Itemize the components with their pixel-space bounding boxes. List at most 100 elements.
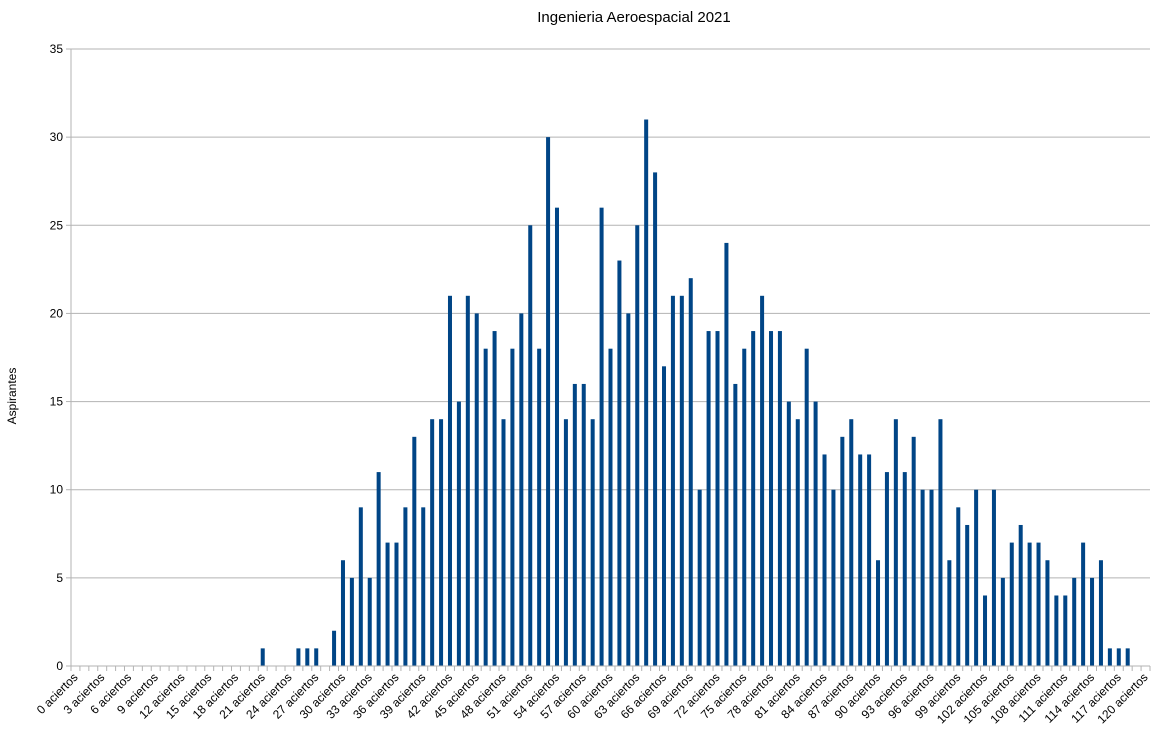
bar: [822, 454, 827, 666]
bar: [599, 207, 604, 666]
bar: [662, 366, 667, 666]
y-tick-label: 20: [50, 306, 64, 320]
bar: [296, 648, 301, 666]
bar: [474, 313, 479, 666]
bar: [956, 507, 961, 666]
bar: [260, 648, 265, 666]
bar: [697, 489, 702, 666]
bar: [492, 331, 497, 666]
bar: [1072, 577, 1077, 666]
bar: [644, 119, 649, 666]
bar: [537, 348, 542, 666]
bar: [893, 419, 898, 666]
bar: [733, 383, 738, 666]
bar: [385, 542, 390, 666]
bar: [867, 454, 872, 666]
bars: [260, 119, 1130, 667]
bar: [1054, 595, 1059, 666]
bar: [679, 295, 684, 666]
y-axis-label: Aspirantes: [5, 368, 19, 425]
y-axis-ticks: 0 5 10 15 20 25 30 35: [50, 42, 71, 673]
chart-title: Ingenieria Aeroespacial 2021: [537, 9, 730, 26]
bar: [884, 472, 889, 666]
bar: [349, 577, 354, 666]
bar: [519, 313, 524, 666]
bar: [1036, 542, 1041, 666]
bar: [991, 489, 996, 666]
bar: [483, 348, 488, 666]
bar: [795, 419, 800, 666]
bar: [439, 419, 444, 666]
bar: [1081, 542, 1086, 666]
y-tick-label: 30: [50, 130, 64, 144]
bar: [911, 436, 916, 666]
bar: [902, 472, 907, 666]
bar: [1000, 577, 1005, 666]
bar: [412, 436, 417, 666]
bar: [688, 278, 693, 666]
bar: [965, 524, 970, 666]
bar: [670, 295, 675, 666]
bar: [510, 348, 515, 666]
bar: [430, 419, 435, 666]
bar: [528, 225, 533, 667]
bar: [706, 331, 711, 666]
bar: [305, 648, 310, 666]
bar: [340, 560, 345, 666]
bar: [760, 295, 765, 666]
bar: [831, 489, 836, 666]
bar: [974, 489, 979, 666]
bar: [715, 331, 720, 666]
bar: [456, 401, 461, 666]
bar: [840, 436, 845, 666]
bar: [546, 137, 551, 666]
y-tick-label: 10: [50, 483, 64, 497]
bar: [724, 242, 729, 666]
bar: [563, 419, 568, 666]
bar: [929, 489, 934, 666]
bar: [1098, 560, 1103, 666]
bar: [920, 489, 925, 666]
bar: [394, 542, 399, 666]
bar: [1116, 648, 1121, 666]
bar: [1090, 577, 1095, 666]
bar: [1107, 648, 1112, 666]
bar: [1045, 560, 1050, 666]
bar: [813, 401, 818, 666]
bar: [572, 383, 577, 666]
bar: [751, 331, 756, 666]
bar: [617, 260, 622, 666]
bar: [358, 507, 363, 666]
bar: [403, 507, 408, 666]
axes: [70, 49, 1150, 667]
bar: [590, 419, 595, 666]
bar: [769, 331, 774, 666]
bar: [876, 560, 881, 666]
bar: [1125, 648, 1130, 666]
bar: [742, 348, 747, 666]
bar: [635, 225, 640, 667]
bar: [938, 419, 943, 666]
bar: [626, 313, 631, 666]
bar: [421, 507, 426, 666]
bar: [554, 207, 559, 666]
y-tick-label: 15: [50, 395, 64, 409]
y-tick-label: 0: [56, 659, 63, 673]
y-tick-label: 5: [56, 571, 63, 585]
y-tick-label: 35: [50, 42, 64, 56]
bar: [465, 295, 470, 666]
y-tick-label: 25: [50, 218, 64, 232]
bar: [447, 295, 452, 666]
bar: [608, 348, 613, 666]
bar: [1009, 542, 1014, 666]
bar: [947, 560, 952, 666]
bar: [858, 454, 863, 666]
bar: [786, 401, 791, 666]
bar: [804, 348, 809, 666]
bar: [367, 577, 372, 666]
bar: [849, 419, 854, 666]
bar: [1027, 542, 1032, 666]
bar: [777, 331, 782, 666]
